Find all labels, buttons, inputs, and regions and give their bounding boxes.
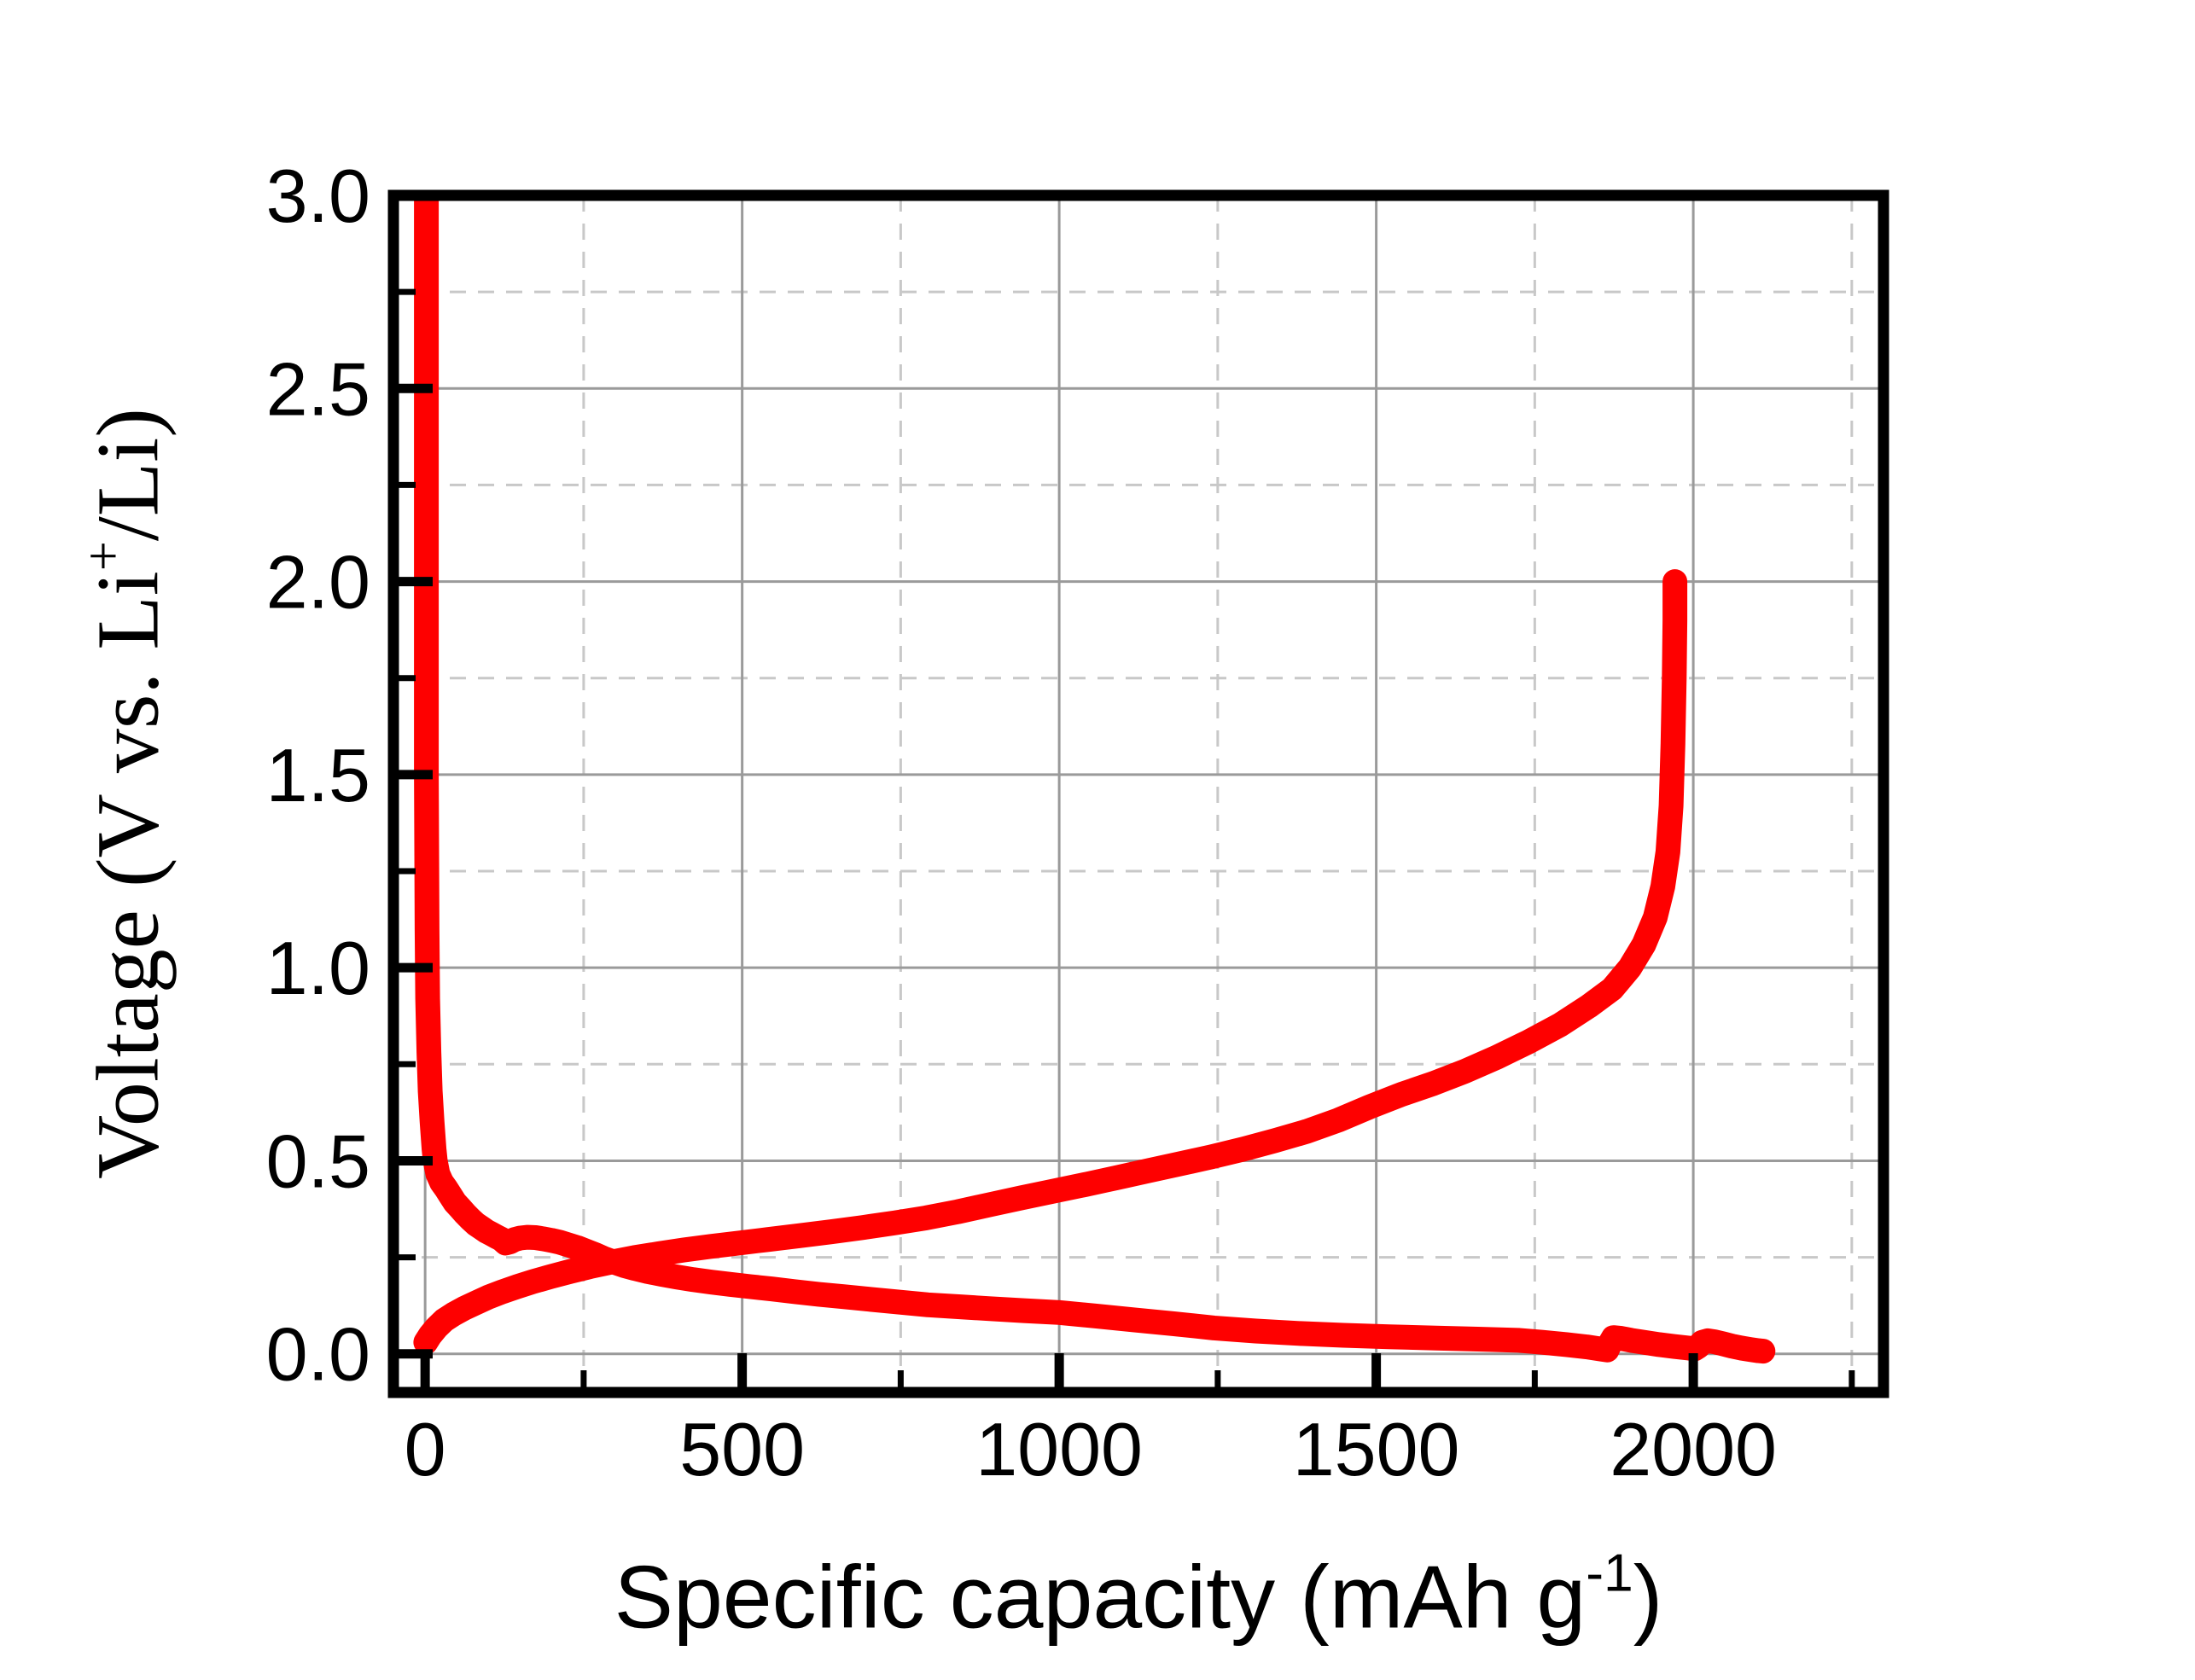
gridlines [393,195,1884,1392]
y-axis-title-superscript: + [73,541,133,572]
y-tick-label: 3.0 [266,154,370,238]
x-tick-label: 0 [405,1407,446,1491]
y-axis-title-suffix: /Li) [79,408,178,542]
y-tick-label: 1.0 [266,926,370,1010]
x-axis-title-text: Specific capacity (mAh g [614,1548,1587,1648]
y-tick-label: 0.0 [266,1312,370,1397]
axis-ticks [393,190,1855,1392]
data-curves [413,195,1776,1364]
x-tick-label: 2000 [1610,1407,1777,1491]
curve-discharge-lithiation [414,195,1776,1364]
y-tick-label: 1.5 [266,733,370,817]
curve-charge-delithiation [413,569,1688,1355]
x-axis-title-superscript: -1 [1586,1543,1633,1603]
x-axis-title-suffix: ) [1633,1548,1663,1648]
x-tick-label: 500 [679,1407,805,1491]
y-tick-label: 2.0 [266,540,370,625]
x-axis-title: Specific capacity (mAh g-1) [614,1547,1663,1649]
tick-labels: 0 500 1000 1500 2000 0.0 0.5 1.0 1.5 2.0 2.5 3.0 [266,154,1777,1491]
plot-frame [387,189,1889,1398]
x-tick-label: 1000 [975,1407,1143,1491]
y-tick-label: 0.5 [266,1119,370,1203]
y-tick-label: 2.5 [266,346,370,431]
y-axis-title-text: Voltage (V vs. Li [79,571,178,1179]
x-tick-label: 1500 [1293,1407,1460,1491]
y-axis-title: Voltage (V vs. Li+/Li) [73,408,179,1179]
